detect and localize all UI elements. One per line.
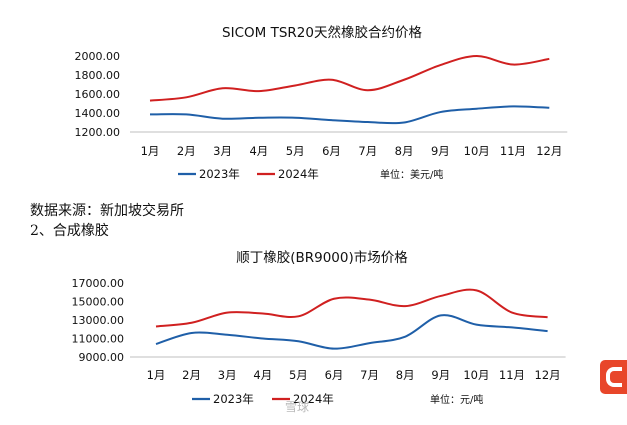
x-tick-label: 10月 bbox=[463, 368, 489, 382]
x-tick-label: 3月 bbox=[218, 368, 237, 382]
series-line-2024 bbox=[155, 288, 548, 328]
x-tick-label: 8月 bbox=[396, 368, 415, 382]
y-tick-label: 11000.00 bbox=[72, 333, 125, 346]
x-tick-label: 6月 bbox=[322, 144, 341, 158]
series-line-2023 bbox=[155, 314, 548, 350]
x-tick-label: 7月 bbox=[360, 368, 379, 382]
x-tick-label: 3月 bbox=[213, 144, 232, 158]
y-tick-label: 15000.00 bbox=[72, 296, 125, 309]
legend-label: 2024年 bbox=[278, 167, 319, 181]
x-tick-label: 12月 bbox=[536, 144, 562, 158]
legend-label: 2023年 bbox=[199, 167, 240, 181]
x-tick-label: 11月 bbox=[500, 144, 526, 158]
series-line-2024 bbox=[149, 54, 550, 102]
x-tick-label: 9月 bbox=[431, 368, 450, 382]
y-tick-label: 2000.00 bbox=[75, 50, 121, 63]
chart-title: SICOM TSR20天然橡胶合约价格 bbox=[222, 24, 422, 41]
unit-note: 单位：元/吨 bbox=[430, 393, 483, 406]
y-tick-label: 1800.00 bbox=[75, 69, 121, 82]
x-tick-label: 1月 bbox=[141, 144, 160, 158]
x-tick-label: 11月 bbox=[499, 368, 525, 382]
x-tick-label: 1月 bbox=[147, 368, 166, 382]
x-tick-label: 4月 bbox=[249, 144, 268, 158]
x-tick-label: 6月 bbox=[325, 368, 344, 382]
data-source-line: 数据来源：新加坡交易所 bbox=[30, 203, 184, 219]
x-tick-label: 2月 bbox=[182, 368, 201, 382]
y-tick-label: 1400.00 bbox=[75, 107, 121, 120]
x-tick-label: 2月 bbox=[177, 144, 196, 158]
legend-label: 2023年 bbox=[213, 392, 254, 406]
x-tick-label: 5月 bbox=[286, 144, 305, 158]
x-tick-label: 7月 bbox=[358, 144, 377, 158]
x-tick-label: 10月 bbox=[464, 144, 490, 158]
watermark: 雪球 bbox=[285, 400, 310, 414]
sohu-logo-icon bbox=[600, 360, 627, 394]
x-tick-label: 8月 bbox=[395, 144, 414, 158]
legend-label: 2024年 bbox=[293, 392, 334, 406]
y-tick-label: 17000.00 bbox=[72, 277, 125, 290]
y-tick-label: 1600.00 bbox=[75, 88, 121, 101]
y-tick-label: 1200.00 bbox=[75, 126, 121, 139]
unit-note: 单位：美元/吨 bbox=[380, 168, 443, 181]
chart-title: 顺丁橡胶(BR9000)市场价格 bbox=[236, 249, 408, 266]
x-tick-label: 5月 bbox=[289, 368, 308, 382]
x-tick-label: 9月 bbox=[431, 144, 450, 158]
x-tick-label: 4月 bbox=[253, 368, 272, 382]
series-line-2023 bbox=[149, 105, 550, 125]
x-tick-label: 12月 bbox=[535, 368, 561, 382]
section-heading: 2、合成橡胶 bbox=[30, 223, 109, 239]
y-tick-label: 13000.00 bbox=[72, 314, 125, 327]
y-tick-label: 9000.00 bbox=[79, 351, 125, 364]
